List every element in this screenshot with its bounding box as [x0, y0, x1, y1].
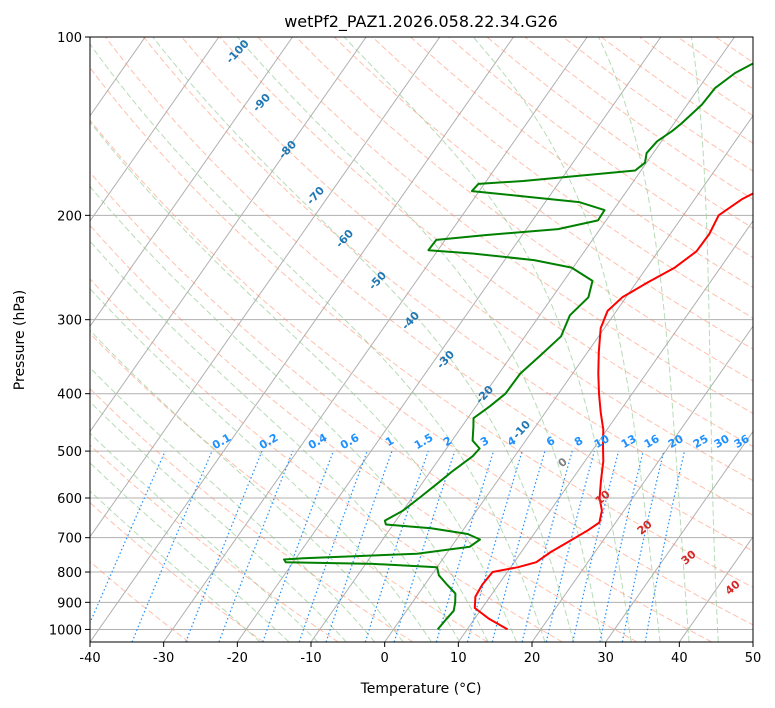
mixing-ratio-line	[325, 450, 393, 642]
y-tick-label: 1000	[49, 623, 82, 638]
mixing-ratio-line	[131, 450, 213, 642]
x-tick-label: 30	[597, 651, 614, 666]
dry-adiabat-line	[90, 119, 753, 626]
mixing-ratio-line	[572, 450, 620, 642]
isotherm-line	[90, 37, 367, 433]
mixing-ratio-line	[491, 450, 546, 642]
moist-adiabat-line	[90, 240, 461, 642]
moist-adiabat-line	[90, 490, 261, 642]
isotherm-line	[90, 37, 514, 642]
x-tick-label: 40	[671, 651, 688, 666]
moist-adiabat-line	[152, 37, 575, 642]
mixing-ratio-line	[466, 450, 523, 642]
y-axis-title: Pressure (hPa)	[12, 290, 28, 390]
moist-adiabat-line	[90, 185, 489, 642]
dry-adiabat-line	[181, 37, 753, 482]
dewpoint-profile	[283, 62, 753, 631]
mixing-ratio-line	[521, 450, 573, 642]
moist-adiabat-line	[90, 462, 290, 642]
x-tick-label: 0	[381, 651, 389, 666]
mixing-ratio-line	[262, 450, 334, 642]
isotherm-line	[457, 220, 753, 642]
isotherm-line	[90, 37, 220, 222]
dry-adiabat-line	[90, 171, 712, 642]
y-tick-label: 400	[57, 388, 82, 403]
moist-adiabat-line	[343, 37, 632, 642]
moist-adiabat-line	[90, 287, 432, 642]
x-tick-label: -30	[153, 651, 174, 666]
x-tick-label: 50	[745, 651, 762, 666]
mixing-ratio-line	[185, 450, 263, 642]
moist-adiabat-line	[691, 37, 719, 642]
dry-adiabat-line	[104, 37, 753, 552]
mixing-ratio-line	[599, 450, 644, 642]
moist-adiabat-line	[90, 401, 347, 642]
isotherm-line	[678, 535, 753, 642]
moist-adiabat-line	[90, 367, 376, 642]
x-axis-title: Temperature (°C)	[360, 681, 482, 697]
dry-adiabat-line	[90, 560, 190, 642]
moist-adiabat-line	[237, 37, 603, 642]
dry-adiabat-line	[90, 332, 488, 642]
dry-adiabat-line	[219, 37, 753, 448]
dry-adiabat-line	[90, 278, 563, 642]
isotherm-line	[384, 114, 753, 642]
dry-adiabat-line	[90, 67, 753, 588]
moist-adiabat-line	[90, 329, 404, 642]
x-tick-label: 10	[450, 651, 467, 666]
dry-adiabat-line	[143, 37, 753, 516]
y-tick-label: 100	[57, 31, 82, 46]
mixing-ratio-line	[545, 450, 595, 642]
isotherm-line	[163, 37, 588, 642]
mixing-ratio-line	[435, 450, 495, 642]
moist-adiabat-line	[472, 37, 661, 642]
x-tick-label: -20	[227, 651, 248, 666]
isotherm-line	[531, 325, 753, 642]
grid-layer	[90, 37, 753, 642]
axis-ticks: -40 -30 -20 -10 0 10 20 30 40 50 100 200 300 400 500 60…	[49, 31, 761, 666]
mixing-ratio-line	[218, 450, 294, 642]
y-tick-label: 700	[57, 532, 82, 547]
y-tick-label: 500	[57, 445, 82, 460]
y-tick-label: 200	[57, 209, 82, 224]
temperature-profile	[473, 192, 753, 631]
isotherm-line	[605, 430, 753, 642]
isotherm-line	[90, 37, 293, 328]
y-tick-label: 900	[57, 596, 82, 611]
isotherm-line	[236, 37, 662, 642]
mixing-ratio-line	[90, 450, 166, 625]
moist-adiabat-line	[598, 37, 690, 642]
y-tick-label: 800	[57, 566, 82, 581]
dry-adiabat-line	[90, 388, 414, 642]
mixing-ratio-line	[393, 450, 456, 642]
x-tick-label: -10	[300, 651, 321, 666]
x-tick-label: -40	[79, 651, 100, 666]
series-layer	[283, 62, 753, 631]
y-tick-label: 300	[57, 314, 82, 329]
mixing-ratio-line	[298, 450, 368, 642]
moist-adiabat-line	[90, 432, 319, 642]
isotherm-line	[90, 37, 441, 538]
mixing-ratio-line	[364, 450, 429, 642]
chart-title: wetPf2_PAZ1.2026.058.22.34.G26	[284, 12, 558, 32]
y-tick-label: 600	[57, 492, 82, 507]
plot-frame	[89, 36, 754, 643]
dry-adiabat-line	[372, 37, 753, 319]
x-tick-label: 20	[524, 651, 541, 666]
